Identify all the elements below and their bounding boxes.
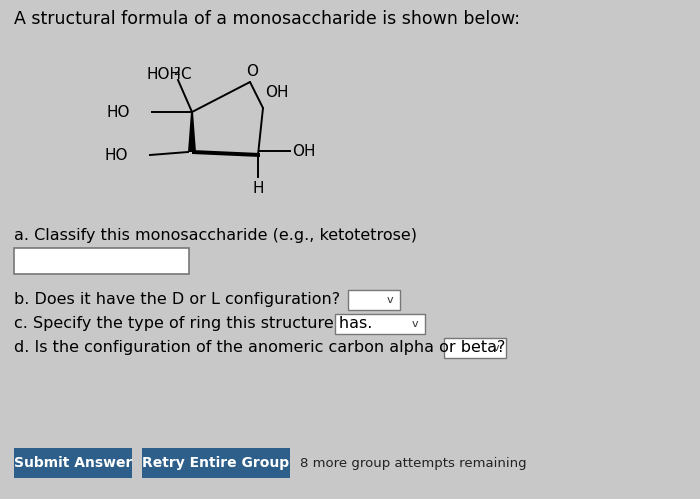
Text: HO: HO	[106, 104, 130, 119]
Bar	[348, 290, 400, 310]
Text: b. Does it have the D or L configuration?: b. Does it have the D or L configuration…	[14, 292, 340, 307]
Text: C: C	[180, 66, 190, 81]
Text: OH: OH	[292, 144, 316, 159]
Text: Submit Answer: Submit Answer	[14, 456, 132, 470]
Text: v: v	[412, 319, 419, 329]
Text: 2: 2	[173, 67, 180, 77]
Bar	[142, 448, 290, 478]
Text: a. Classify this monosaccharide (e.g., ketotetrose): a. Classify this monosaccharide (e.g., k…	[14, 228, 417, 243]
Text: O: O	[246, 64, 258, 79]
Polygon shape	[188, 112, 196, 152]
Text: H: H	[252, 181, 264, 196]
Bar	[14, 448, 132, 478]
Text: d. Is the configuration of the anomeric carbon alpha or beta?: d. Is the configuration of the anomeric …	[14, 340, 505, 355]
Bar	[14, 248, 189, 274]
Text: A structural formula of a monosaccharide is shown below:: A structural formula of a monosaccharide…	[14, 10, 520, 28]
Text: Retry Entire Group: Retry Entire Group	[142, 456, 290, 470]
Polygon shape	[192, 150, 260, 157]
Text: v: v	[386, 295, 393, 305]
Text: 8 more group attempts remaining: 8 more group attempts remaining	[300, 457, 526, 470]
Text: HOH: HOH	[146, 66, 181, 81]
Text: c. Specify the type of ring this structure has.: c. Specify the type of ring this structu…	[14, 316, 372, 331]
Text: OH: OH	[265, 85, 288, 100]
Text: v: v	[493, 343, 499, 353]
Bar	[335, 314, 425, 334]
Bar	[444, 338, 506, 358]
Text: HO: HO	[104, 148, 128, 163]
